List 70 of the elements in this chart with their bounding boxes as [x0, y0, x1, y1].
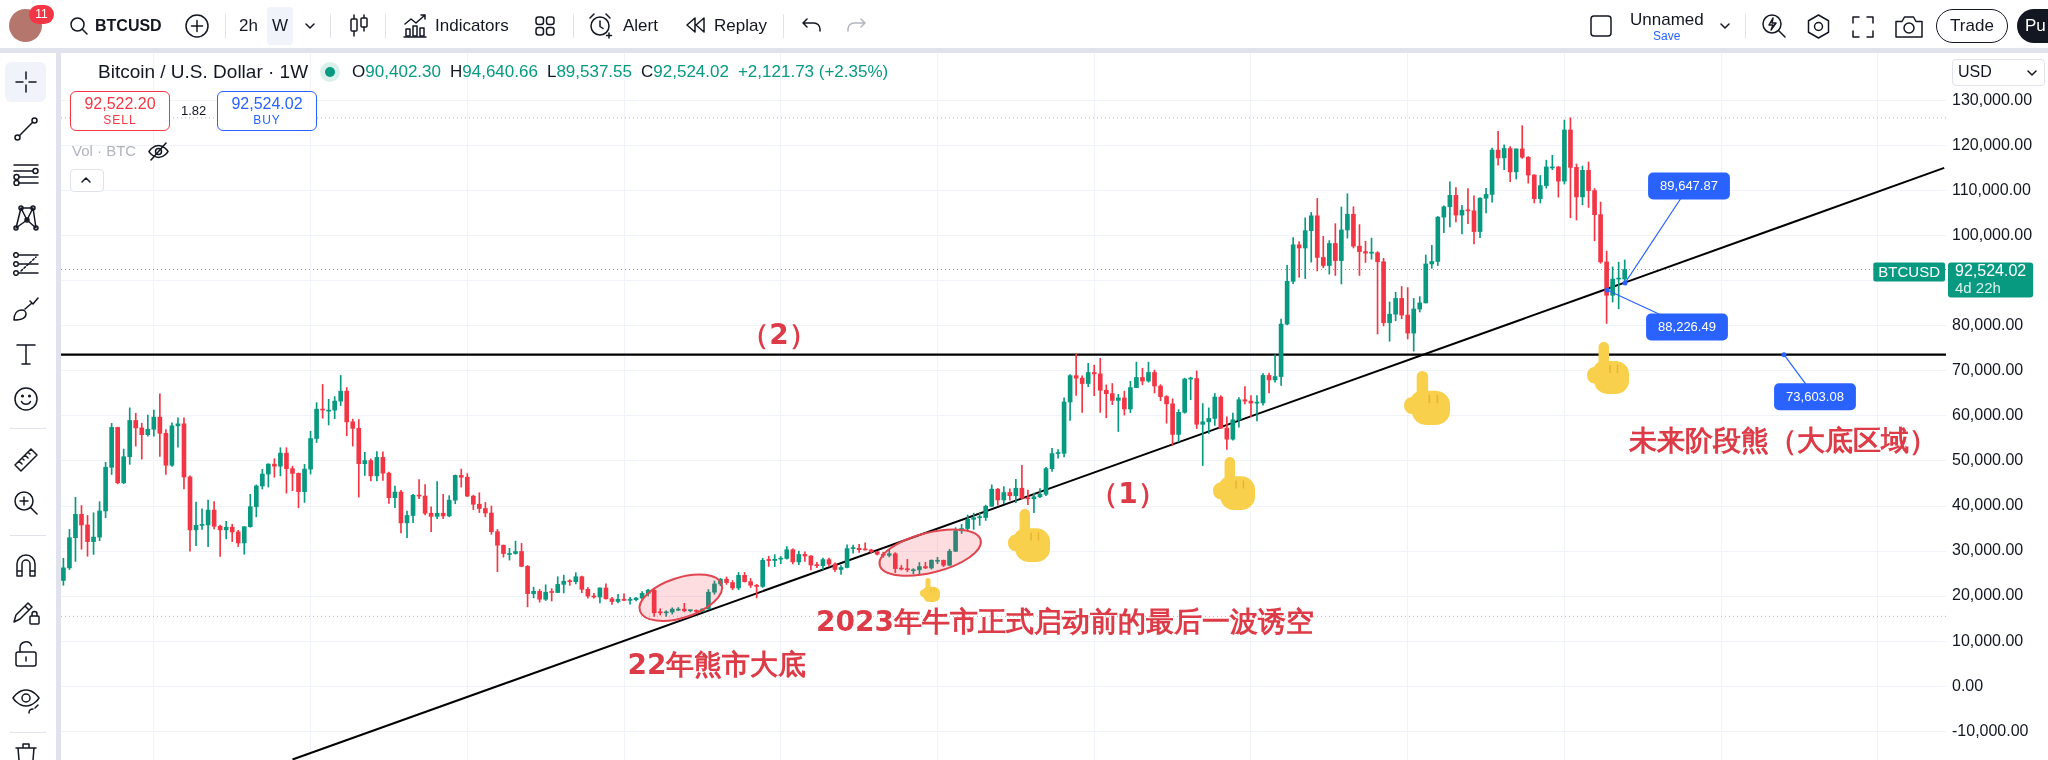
y-tick-label: 110,000.00	[1952, 181, 2031, 199]
y-tick-label: 0.00	[1952, 676, 1984, 694]
annotation: 92,524.02	[231, 94, 303, 113]
annotation: 88,226.49	[1658, 319, 1716, 335]
annotation: H	[449, 62, 463, 82]
candlestick	[772, 554, 778, 567]
y-tick-label: -10,000.00	[1952, 721, 2029, 739]
annotation: （1）	[1090, 477, 1166, 510]
y-tick-label: 10,000.00	[1952, 631, 2024, 649]
annotation: O	[352, 62, 366, 82]
candlestick	[1055, 449, 1061, 459]
y-tick-label: 30,000.00	[1952, 541, 2024, 559]
text: Indicators	[435, 15, 509, 37]
text: Alert	[623, 15, 658, 37]
candlestick	[766, 555, 772, 567]
text: Save	[1653, 28, 1681, 44]
annotation: 89,647.87	[1660, 178, 1718, 194]
annotation: 94,640.66	[462, 62, 538, 82]
buy-button: 92,524.02 BUY	[217, 91, 317, 131]
y-tick-label: 50,000.00	[1952, 451, 2024, 469]
interval-button: W	[267, 7, 293, 45]
annotation: SELL	[103, 112, 137, 128]
y-tick-label: 100,000.00	[1952, 226, 2033, 244]
text: 4d 22h	[1955, 278, 2001, 296]
candlestick	[567, 579, 573, 586]
annotation: +2,121.73 (+2.35%)	[737, 62, 889, 82]
sell-button: 92,522.20 SELL	[70, 91, 170, 131]
candlestick	[1025, 489, 1031, 505]
annotation: BUY	[253, 112, 281, 128]
annotation: 90,402.30	[365, 62, 441, 82]
y-tick-label: 70,000.00	[1952, 361, 2024, 379]
annotation: BTCUSD	[1878, 262, 1941, 280]
y-tick-label: 40,000.00	[1952, 496, 2024, 514]
text: Bitcoin / U.S. Dollar · 1W	[98, 61, 309, 83]
y-tick-label: 20,000.00	[1952, 586, 2024, 604]
text: BTCUSD	[95, 16, 162, 36]
annotation: 89,537.55	[556, 62, 633, 82]
annotation: C	[641, 62, 654, 82]
candlestick	[223, 521, 229, 540]
y-tick-label: 130,000.00	[1952, 91, 2033, 109]
text: Unnamed	[1630, 9, 1704, 31]
candlestick	[681, 602, 687, 613]
candlestick	[1483, 187, 1489, 214]
candlestick	[440, 493, 446, 519]
annotation: 22年熊市大底	[627, 648, 807, 681]
y-tick-label: 80,000.00	[1952, 316, 2024, 334]
text: USD	[1958, 62, 1992, 82]
candlestick	[362, 451, 368, 476]
annotation: 未来阶段熊（大底区域）	[1629, 424, 1937, 457]
text: Replay	[714, 15, 767, 37]
annotation: 1.82	[181, 103, 207, 119]
annotation: （2）	[741, 318, 817, 351]
candlestick	[139, 422, 145, 460]
text: 2h	[239, 15, 258, 37]
annotation: 2023年牛市正式启动前的最后一波诱空	[816, 605, 1314, 638]
candlestick	[1091, 364, 1097, 397]
candlestick	[199, 508, 205, 530]
candlestick	[549, 588, 555, 602]
candlestick	[1031, 492, 1037, 513]
candlestick	[627, 597, 633, 605]
annotation: 92,522.20	[84, 94, 156, 113]
notification-badge: 11	[29, 5, 54, 24]
annotation: Vol · BTC	[72, 142, 137, 160]
y-tick-label: 60,000.00	[1952, 406, 2024, 424]
annotation: 92,524.02	[653, 62, 729, 82]
ref-line-label: 73,603.08	[1786, 388, 1844, 404]
pill-button: Pu	[2017, 9, 2048, 43]
y-tick-label: 120,000.00	[1952, 136, 2033, 154]
annotation: L	[546, 62, 557, 82]
ref-line-label: 92,524.02	[1955, 262, 2027, 280]
